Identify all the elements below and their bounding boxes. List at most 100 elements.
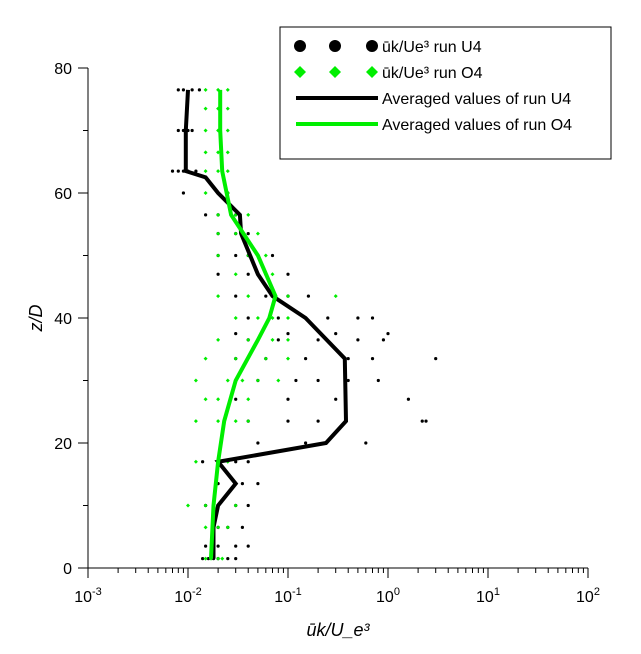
o4-data-point	[186, 503, 190, 508]
o4-data-point	[246, 337, 251, 342]
o4-data-point	[216, 525, 221, 530]
u4-data-point	[434, 357, 438, 361]
u4-data-point	[356, 338, 360, 342]
legend-label: ūk/Ue³ run O4	[382, 65, 483, 82]
o4-data-point	[286, 294, 290, 299]
x-tick-label: 100	[376, 586, 400, 606]
u4-data-point	[286, 332, 290, 336]
o4-data-point	[240, 378, 245, 383]
u4-data-point	[386, 332, 390, 336]
o4-data-point	[286, 316, 290, 320]
o4-data-point	[246, 294, 251, 299]
u4-data-point	[204, 213, 208, 217]
o4-data-point	[203, 128, 208, 133]
u4-data-point	[370, 316, 375, 320]
u4-data-point	[316, 419, 320, 423]
o4-data-point	[216, 253, 221, 258]
o4-data-point	[216, 337, 221, 342]
u4-data-point	[204, 544, 208, 548]
u4-data-point	[190, 88, 194, 92]
u4-data-point	[194, 169, 198, 173]
u4-data-point	[270, 253, 275, 258]
u4-data-point	[316, 378, 320, 383]
legend-label: ūk/Ue³ run U4	[382, 39, 482, 56]
o4-data-point	[246, 419, 251, 424]
o4-data-point	[225, 525, 230, 530]
u4-data-point	[181, 191, 186, 195]
u4-data-point	[201, 460, 205, 464]
u4-data-point	[246, 460, 250, 464]
o4-data-point	[255, 378, 260, 383]
o4-data-point	[286, 356, 290, 361]
o4-data-point	[216, 231, 221, 236]
o4-data-point	[203, 556, 208, 561]
u4-data-point	[276, 316, 280, 320]
u4-data-point	[264, 294, 268, 298]
u4-data-point	[286, 419, 290, 423]
u4-data-point	[234, 460, 238, 464]
x-tick-label: 10-2	[174, 586, 202, 606]
o4-data-point	[276, 378, 281, 383]
y-axis-label: z/D	[26, 304, 46, 332]
o4-data-point	[203, 397, 208, 402]
o4-data-point	[270, 272, 275, 277]
u4-data-point	[364, 441, 368, 445]
o4-data-point	[216, 556, 221, 561]
o4-data-point	[233, 503, 238, 508]
u4-data-point	[246, 544, 250, 548]
u4-data-point	[286, 397, 290, 401]
o4-data-point	[203, 503, 208, 508]
u4-data-point	[376, 378, 380, 383]
x-tick-label: 101	[476, 586, 500, 606]
o4-data-point	[216, 169, 221, 174]
x-tick-label: 10-3	[74, 586, 102, 606]
o4-data-point	[203, 87, 208, 92]
u4-data-point	[176, 88, 180, 92]
u4-average-line	[183, 89, 349, 559]
u4-data-point	[381, 338, 386, 342]
u4-data-point	[234, 544, 238, 548]
u4-data-point	[346, 357, 350, 361]
o4-data-point	[216, 294, 221, 299]
u4-data-point	[334, 332, 338, 336]
o4-data-point	[203, 191, 208, 195]
o4-average-line	[209, 89, 278, 559]
x-tick-label: 102	[576, 586, 600, 606]
o4-data-point	[246, 397, 251, 402]
o4-data-point	[193, 459, 198, 464]
u4-data-point	[276, 338, 280, 342]
y-tick-label: 40	[54, 311, 72, 328]
u4-data-point	[181, 88, 186, 92]
u4-data-point	[286, 272, 290, 276]
legend-diamond-marker	[294, 66, 306, 78]
o4-data-point	[193, 378, 198, 383]
u4-data-point	[246, 272, 250, 276]
u4-data-point	[170, 169, 175, 173]
o4-data-point	[255, 316, 260, 320]
o4-data-point	[203, 169, 208, 174]
u4-data-point	[234, 253, 238, 258]
u4-data-point	[234, 332, 238, 336]
u4-data-point	[197, 88, 201, 92]
u4-data-point	[246, 316, 250, 320]
legend-diamond-marker	[366, 66, 378, 78]
legend-circle-marker	[366, 40, 378, 52]
u4-data-point	[176, 169, 180, 173]
o4-data-point	[225, 378, 230, 383]
o4-data-point	[333, 294, 338, 299]
u4-data-point	[424, 419, 428, 423]
series-layer	[170, 87, 438, 561]
u4-data-point	[346, 378, 350, 383]
u4-data-point	[234, 397, 238, 401]
o4-data-point	[216, 212, 221, 217]
u4-data-point	[190, 128, 194, 133]
o4-data-point	[233, 419, 238, 424]
o4-data-point	[203, 356, 208, 361]
axes: 10-3 10-2 10-1 100 101 102 0 20 40 60 80	[54, 61, 600, 606]
y-tick-label: 80	[54, 61, 72, 78]
legend-circle-marker	[294, 40, 306, 52]
o4-data-point	[233, 231, 238, 236]
u4-data-point	[246, 232, 250, 236]
u4-data-point	[216, 272, 220, 276]
u4-data-point	[316, 338, 320, 342]
